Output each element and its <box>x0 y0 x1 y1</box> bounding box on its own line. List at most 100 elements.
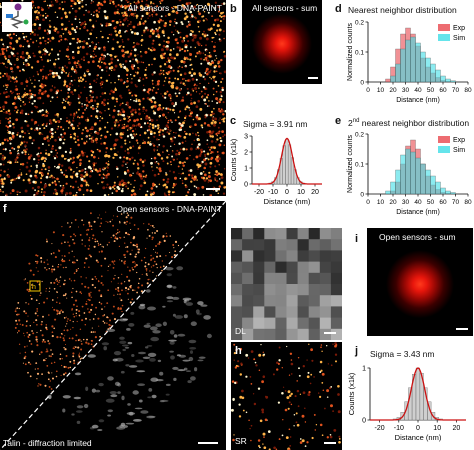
panel-f-image: h f Open sensors - DNA-PAINT Talin - dif… <box>0 201 226 450</box>
legend-label: Exp <box>453 25 465 32</box>
x-tick-label: 50 <box>427 87 435 94</box>
y-axis-label: Counts (x1k) <box>229 138 238 181</box>
panel-h-label: SR <box>235 435 247 446</box>
x-tick-label: 20 <box>453 425 461 432</box>
y-tick-label: 0 <box>360 192 364 199</box>
panel-letter-c: c <box>230 115 237 127</box>
histogram-bar-sim <box>425 57 431 83</box>
histogram-bar <box>412 374 416 421</box>
x-tick-label: 0 <box>416 425 420 432</box>
panel-d-chart: 0 10 20 30 40 50 60 70 80 0 0.1 0.2 Distance (nm) Nor… <box>347 20 472 105</box>
histogram-bar-sim <box>450 80 456 83</box>
scale-bar <box>456 328 468 330</box>
y-tick-label: 1 <box>244 166 248 173</box>
diffraction-limited-signal <box>47 266 212 431</box>
x-tick-label: 0 <box>366 199 370 206</box>
x-tick-label: 70 <box>452 87 460 94</box>
scale-bar <box>324 332 336 334</box>
histogram-bar-sim <box>415 157 421 195</box>
x-tick-label: 20 <box>311 189 319 196</box>
histogram-bar-sim <box>445 190 451 195</box>
x-tick-label: 40 <box>414 87 422 94</box>
x-tick-label: 10 <box>377 87 385 94</box>
split-line <box>0 201 226 450</box>
histogram-bar-sim <box>400 154 406 195</box>
x-tick-label: -20 <box>254 189 264 196</box>
panel-f-caption-bottom: Talin - diffraction limited <box>3 437 92 448</box>
panel-letter-d: d <box>335 3 342 15</box>
x-tick-label: 10 <box>297 189 305 196</box>
sr-localizations <box>14 211 180 393</box>
pixels <box>231 228 342 340</box>
y-tick-label: 0.2 <box>355 20 364 27</box>
histogram-bar-sim <box>425 169 431 195</box>
x-axis-label: Distance (nm) <box>396 209 440 216</box>
legend-swatch <box>438 146 450 153</box>
scale-bar <box>206 188 220 190</box>
legend-label: Sim <box>453 35 465 42</box>
y-tick-label: 3 <box>244 134 248 141</box>
histogram-bar-sim <box>445 78 451 83</box>
histogram-bar <box>415 367 420 421</box>
histogram-bar-sim <box>385 190 391 195</box>
y-tick-label: 0 <box>360 80 364 87</box>
histogram-bar-sim <box>410 36 416 83</box>
histogram-bar-sim <box>440 75 446 83</box>
histogram-bar-sim <box>405 39 411 83</box>
x-axis-label: Distance (nm) <box>396 97 440 104</box>
y-tick-label: 0.1 <box>355 50 364 57</box>
histogram-bar-sim <box>430 175 436 195</box>
x-tick-label: 0 <box>285 189 289 196</box>
speckle-field <box>0 0 226 196</box>
panel-j-title: Sigma = 3.43 nm <box>370 349 435 359</box>
panel-f-caption-top: Open sensors - DNA-PAINT <box>116 204 222 214</box>
histogram-bar-sim <box>395 169 401 195</box>
histogram-bar-sim <box>440 187 446 195</box>
y-tick-label: 0.1 <box>355 162 364 169</box>
x-tick-label: -10 <box>394 425 404 432</box>
gaussian-fit-curve <box>370 367 466 421</box>
y-axis-label: Counts (x1k) <box>347 372 356 415</box>
y-tick-label: 2 <box>244 150 248 157</box>
x-tick-label: 40 <box>414 199 422 206</box>
panel-letter-a: a <box>3 2 10 14</box>
panel-g-label: DL <box>235 325 246 336</box>
panel-e-title: 2nd nearest neighbor distribution <box>348 117 470 128</box>
histogram-bar-sim <box>430 63 436 83</box>
histogram-bar-sim <box>420 51 426 83</box>
panel-b-caption: All sensors - sum <box>252 3 318 13</box>
gaussian-fit-curve <box>252 137 322 185</box>
histogram-bar-sim <box>410 151 416 195</box>
roi-box <box>29 280 41 292</box>
histogram-bar-sim <box>390 181 396 195</box>
pixel-grid <box>231 228 342 340</box>
x-tick-label: 20 <box>389 87 397 94</box>
legend-swatch <box>438 24 450 31</box>
histogram-bar <box>288 144 292 185</box>
panel-c-chart: -20 -10 0 10 20 0 1 2 3 Distance (nm) Counts (x1k) <box>229 134 322 206</box>
cell-image: h <box>0 201 226 450</box>
y-tick-label: 1 <box>362 366 366 373</box>
histogram-bar-sim <box>400 48 406 83</box>
panel-letter-f: f <box>3 203 7 215</box>
panel-d-title: Nearest neighbor distribution <box>348 5 457 15</box>
x-tick-label: 60 <box>439 87 447 94</box>
scale-bar <box>324 442 336 444</box>
speckle-field <box>231 342 341 450</box>
x-tick-label: 80 <box>464 199 472 206</box>
scale-bar <box>308 77 318 79</box>
speckle-dots <box>231 342 341 450</box>
panel-i-image: Open sensors - sum <box>367 228 473 336</box>
scale-bar <box>198 442 218 444</box>
panel-a-image: a All sensors - DNA-PAINT <box>0 0 226 196</box>
panel-i-caption: Open sensors - sum <box>379 232 456 242</box>
panel-letter-b: b <box>230 3 237 15</box>
histogram-bar-sim <box>435 69 441 83</box>
x-tick-label: 80 <box>464 87 472 94</box>
panel-letter-i: i <box>355 233 359 245</box>
histogram-bar <box>285 138 289 185</box>
histogram-bar-sim <box>395 63 401 83</box>
panel-letter-h: h <box>235 345 242 357</box>
histogram-bar-sim <box>390 75 396 83</box>
y-tick-label: 0.2 <box>355 132 364 139</box>
